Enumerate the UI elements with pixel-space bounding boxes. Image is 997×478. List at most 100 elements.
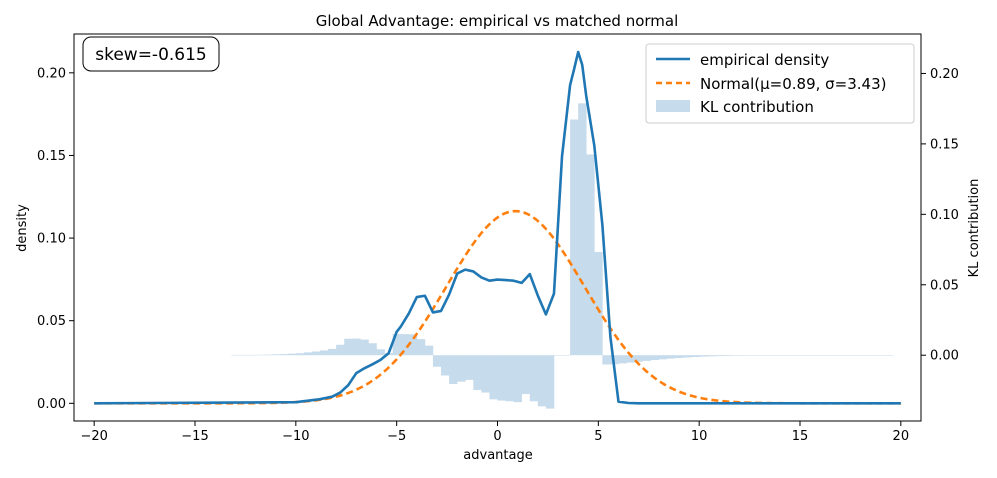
kl-bar: [610, 355, 619, 365]
y-axis-label: density: [15, 204, 30, 252]
kl-bar: [408, 334, 418, 356]
x-tick-label: 15: [792, 429, 809, 444]
kl-bar: [731, 355, 740, 356]
legend-label-kl: KL contribution: [700, 98, 814, 116]
kl-bar: [441, 355, 450, 376]
kl-bar: [691, 355, 700, 358]
kl-bar: [868, 355, 877, 356]
x-tick-label: 0: [493, 429, 501, 444]
y-tick-label: 0.15: [37, 149, 66, 164]
y-axis: 0.00 0.05 0.10 0.15 0.20: [37, 66, 74, 412]
kl-bar: [239, 354, 248, 356]
kl-bar: [473, 355, 482, 391]
kl-bar: [368, 343, 377, 356]
kl-bar: [602, 355, 611, 365]
kl-bar: [852, 355, 861, 356]
kl-bar: [505, 355, 514, 402]
legend-label-normal: Normal(μ=0.89, σ=3.43): [700, 75, 887, 93]
kl-bar: [755, 355, 764, 356]
kl-bar: [545, 355, 555, 409]
x-tick-label: 20: [893, 429, 910, 444]
y-tick-label: 0.10: [37, 232, 66, 247]
kl-bar: [376, 349, 385, 356]
kl-bar: [787, 355, 797, 356]
kl-bar: [263, 354, 272, 356]
kl-bar: [400, 334, 410, 356]
kl-bar: [287, 353, 297, 356]
kl-bar: [328, 348, 337, 356]
series-lines: [94, 50, 901, 405]
legend-frame: [645, 43, 915, 124]
kl-bar: [529, 355, 539, 402]
legend-swatch-kl: [656, 100, 690, 112]
kl-bar: [457, 355, 466, 382]
kl-bar: [247, 354, 256, 356]
x-tick-label: −5: [387, 429, 406, 444]
kl-bar: [828, 355, 837, 356]
x-tick-label: −20: [80, 429, 107, 444]
x-tick-label: −10: [282, 429, 309, 444]
kl-bar: [562, 355, 571, 356]
kl-bar: [360, 339, 369, 356]
kl-bar: [521, 355, 531, 395]
kl-bar: [747, 355, 756, 356]
kl-bar: [392, 334, 401, 356]
kl-bar: [295, 353, 305, 356]
y2-tick-label: 0.20: [930, 67, 959, 82]
kl-bar: [804, 355, 813, 356]
kl-bar: [352, 338, 361, 356]
kl-bar: [570, 119, 579, 356]
kl-bar: [320, 350, 329, 356]
kl-bar: [537, 355, 547, 407]
kl-bar: [739, 355, 748, 356]
kl-bar: [763, 355, 773, 356]
kl-bar: [449, 355, 458, 384]
kl-bar: [231, 354, 240, 356]
kl-bar: [578, 103, 587, 356]
kl-bar: [820, 355, 829, 356]
skew-annotation: skew=-0.615: [82, 36, 220, 72]
annotation-box: [82, 36, 220, 72]
kl-bar: [707, 355, 716, 357]
kl-bar: [860, 355, 869, 356]
kl-bar: [553, 355, 563, 356]
kl-bar: [336, 344, 345, 356]
kl-bar: [876, 355, 885, 356]
kl-bar: [723, 355, 732, 356]
y2-tick-label: 0.15: [930, 137, 959, 152]
kl-bar: [626, 355, 635, 363]
kl-bar: [489, 355, 498, 400]
kl-bar: [844, 355, 853, 356]
annotation-text: skew=-0.615: [95, 45, 207, 65]
kl-bar: [497, 355, 506, 401]
kl-bar: [465, 355, 474, 380]
kl-bar: [344, 338, 353, 356]
kl-bar: [279, 354, 289, 356]
y-tick-label: 0.20: [37, 66, 66, 81]
kl-bar: [594, 251, 603, 356]
kl-bar: [715, 355, 724, 357]
x-tick-label: 10: [691, 429, 708, 444]
kl-bar: [683, 355, 692, 358]
kl-bar: [674, 355, 684, 359]
y2-tick-label: 0.05: [930, 278, 959, 293]
kl-bar: [311, 351, 321, 356]
y2-tick-label: 0.00: [930, 349, 959, 364]
x-tick-label: −15: [181, 429, 208, 444]
kl-bar: [666, 355, 676, 359]
kl-bar: [618, 355, 627, 364]
kl-bar: [771, 355, 781, 356]
kl-bars: [231, 103, 894, 409]
y2-axis: 0.00 0.05 0.10 0.15 0.20: [921, 67, 959, 364]
kl-bar: [795, 355, 805, 356]
legend: empirical density Normal(μ=0.89, σ=3.43)…: [645, 43, 915, 124]
kl-bar: [586, 154, 595, 356]
kl-bar: [884, 355, 894, 356]
kl-bar: [658, 355, 668, 360]
kl-bar: [513, 355, 522, 403]
empirical-density-line: [94, 50, 901, 405]
kl-bar: [303, 352, 313, 356]
kl-bar: [424, 345, 434, 356]
kl-bar: [634, 355, 643, 362]
